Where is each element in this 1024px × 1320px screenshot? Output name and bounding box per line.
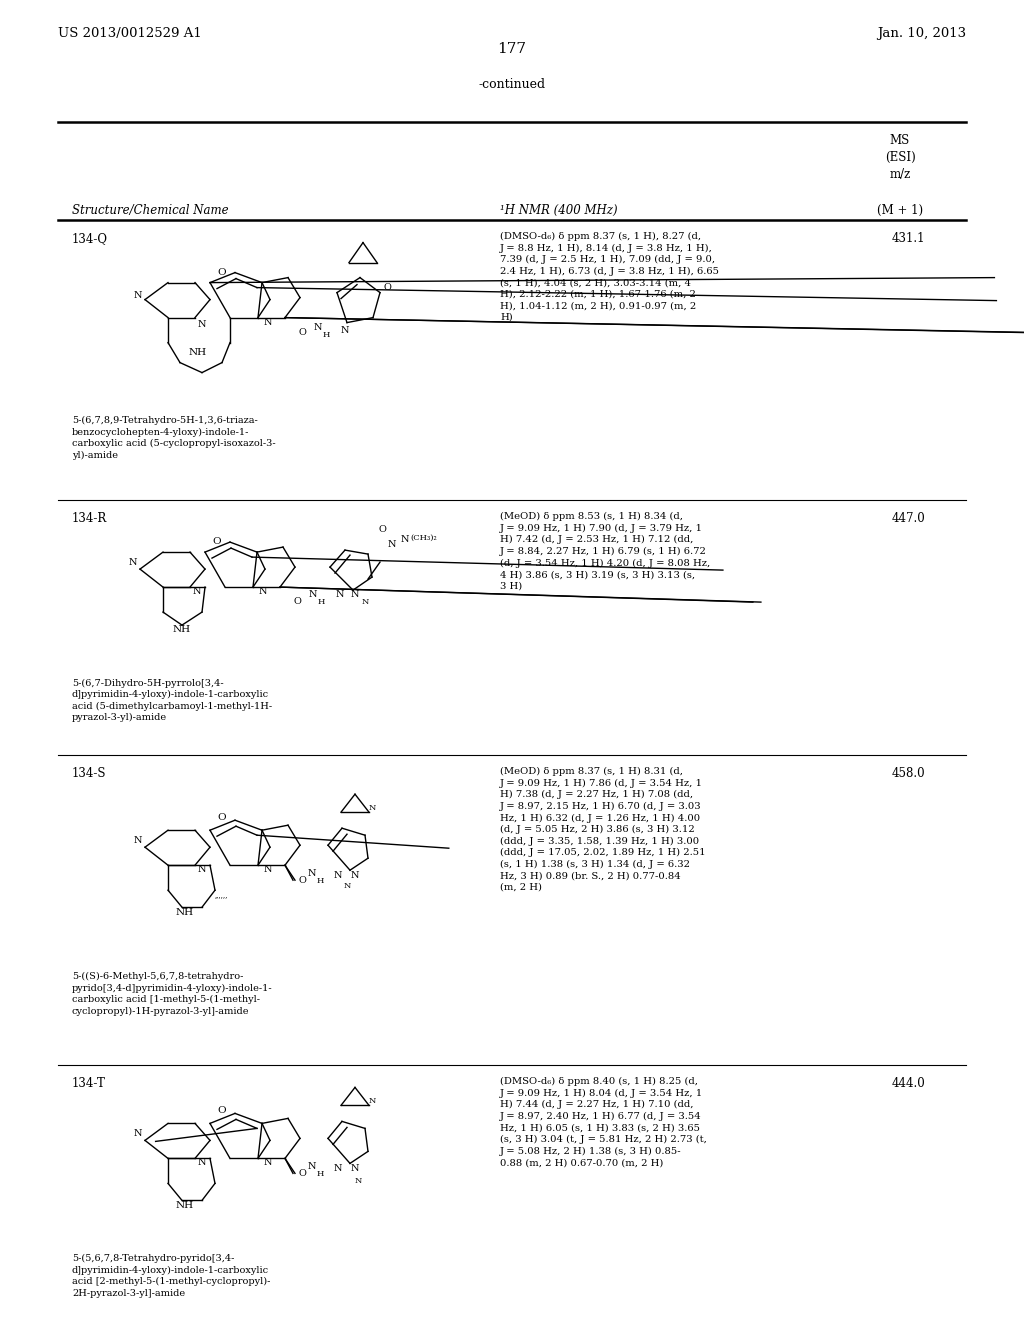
Text: 177: 177 [498, 42, 526, 55]
Text: (DMSO-d₆) δ ppm 8.37 (s, 1 H), 8.27 (d,
J = 8.8 Hz, 1 H), 8.14 (d, J = 3.8 Hz, 1: (DMSO-d₆) δ ppm 8.37 (s, 1 H), 8.27 (d, … [500, 232, 719, 322]
Text: NH: NH [176, 1201, 195, 1210]
Text: N: N [264, 865, 272, 874]
Text: N: N [308, 1163, 316, 1171]
Text: N: N [198, 1159, 206, 1167]
Text: N: N [129, 558, 137, 568]
Text: US 2013/0012529 A1: US 2013/0012529 A1 [58, 26, 202, 40]
Text: N: N [264, 1159, 272, 1167]
Text: N: N [343, 882, 350, 890]
Text: N: N [351, 871, 359, 880]
Text: H: H [316, 1171, 324, 1179]
Text: 5-(5,6,7,8-Tetrahydro-pyrido[3,4-
d]pyrimidin-4-yloxy)-indole-1-carboxylic
acid : 5-(5,6,7,8-Tetrahydro-pyrido[3,4- d]pyri… [72, 1254, 270, 1298]
Text: 134-T: 134-T [72, 1077, 105, 1090]
Text: N: N [400, 535, 410, 544]
Text: N: N [336, 590, 344, 599]
Text: O: O [298, 1170, 306, 1179]
Text: MS: MS [890, 135, 910, 147]
Text: N: N [341, 326, 349, 335]
Text: (CH₃)₂: (CH₃)₂ [410, 535, 437, 543]
Text: H: H [323, 330, 330, 339]
Text: N: N [308, 869, 316, 878]
Text: N: N [351, 1164, 359, 1173]
Text: 134-S: 134-S [72, 767, 106, 780]
Text: NH: NH [173, 626, 191, 634]
Text: N: N [264, 318, 272, 327]
Text: (MeOD) δ ppm 8.53 (s, 1 H) 8.34 (d,
J = 9.09 Hz, 1 H) 7.90 (d, J = 3.79 Hz, 1
H): (MeOD) δ ppm 8.53 (s, 1 H) 8.34 (d, J = … [500, 512, 711, 590]
Text: O: O [218, 1106, 226, 1115]
Text: 458.0: 458.0 [891, 767, 925, 780]
Text: m/z: m/z [890, 168, 910, 181]
Text: O: O [298, 329, 306, 337]
Text: N: N [388, 540, 396, 549]
Text: N: N [198, 865, 206, 874]
Text: N: N [313, 323, 323, 333]
Text: 431.1: 431.1 [892, 232, 925, 246]
Text: N: N [309, 590, 317, 599]
Text: N: N [334, 871, 342, 880]
Text: Jan. 10, 2013: Jan. 10, 2013 [877, 26, 966, 40]
Text: N: N [134, 836, 142, 845]
Text: 444.0: 444.0 [891, 1077, 925, 1090]
Text: ¹H NMR (400 MHz): ¹H NMR (400 MHz) [500, 205, 617, 216]
Text: N: N [354, 1177, 361, 1185]
Text: O: O [218, 813, 226, 822]
Text: N: N [134, 292, 142, 300]
Text: O: O [298, 876, 306, 886]
Text: 134-R: 134-R [72, 512, 108, 525]
Text: Structure/Chemical Name: Structure/Chemical Name [72, 205, 228, 216]
Text: N: N [351, 590, 359, 599]
Text: N: N [198, 321, 206, 329]
Text: (DMSO-d₆) δ ppm 8.40 (s, 1 H) 8.25 (d,
J = 9.09 Hz, 1 H) 8.04 (d, J = 3.54 Hz, 1: (DMSO-d₆) δ ppm 8.40 (s, 1 H) 8.25 (d, J… [500, 1077, 707, 1167]
Text: H: H [316, 878, 324, 886]
Text: N: N [193, 587, 202, 597]
Text: H: H [317, 598, 325, 606]
Text: O: O [383, 282, 391, 292]
Text: O: O [213, 537, 221, 546]
Text: NH: NH [176, 908, 195, 917]
Text: N: N [361, 598, 369, 606]
Text: (ESI): (ESI) [885, 150, 915, 164]
Text: 5-(6,7,8,9-Tetrahydro-5H-1,3,6-triaza-
benzocyclohepten-4-yloxy)-indole-1-
carbo: 5-(6,7,8,9-Tetrahydro-5H-1,3,6-triaza- b… [72, 416, 275, 459]
Text: N: N [259, 587, 267, 597]
Text: ,,,,,,: ,,,,,, [215, 891, 228, 899]
Text: N: N [134, 1130, 142, 1138]
Text: 447.0: 447.0 [891, 512, 925, 525]
Text: N: N [369, 1097, 376, 1105]
Text: (M + 1): (M + 1) [877, 205, 923, 216]
Text: O: O [218, 268, 226, 277]
Text: O: O [293, 597, 301, 606]
Text: -continued: -continued [478, 78, 546, 91]
Text: (MeOD) δ ppm 8.37 (s, 1 H) 8.31 (d,
J = 9.09 Hz, 1 H) 7.86 (d, J = 3.54 Hz, 1
H): (MeOD) δ ppm 8.37 (s, 1 H) 8.31 (d, J = … [500, 767, 706, 892]
Text: 5-(6,7-Dihydro-5H-pyrrolo[3,4-
d]pyrimidin-4-yloxy)-indole-1-carboxylic
acid (5-: 5-(6,7-Dihydro-5H-pyrrolo[3,4- d]pyrimid… [72, 678, 272, 722]
Text: NH: NH [189, 348, 207, 358]
Text: O: O [378, 525, 386, 535]
Text: N: N [334, 1164, 342, 1173]
Text: 5-((S)-6-Methyl-5,6,7,8-tetrahydro-
pyrido[3,4-d]pyrimidin-4-yloxy)-indole-1-
ca: 5-((S)-6-Methyl-5,6,7,8-tetrahydro- pyri… [72, 972, 272, 1016]
Text: 134-Q: 134-Q [72, 232, 108, 246]
Text: N: N [369, 804, 376, 812]
